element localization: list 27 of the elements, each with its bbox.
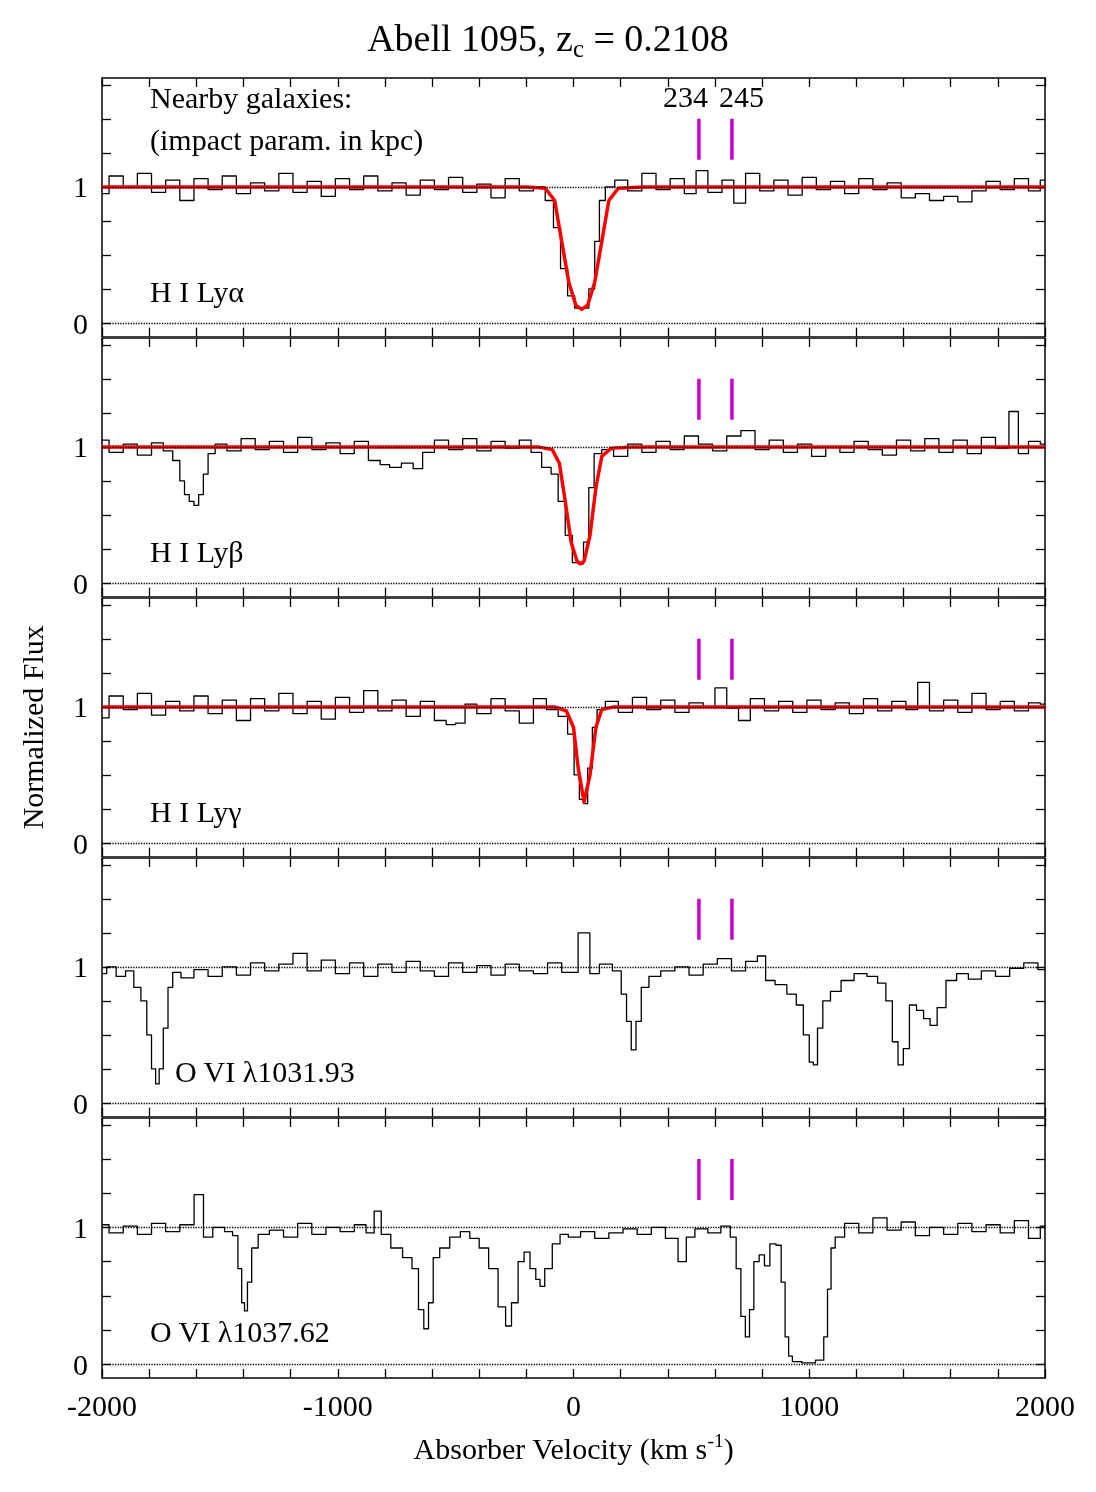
- annotation: (impact param. in kpc): [150, 122, 424, 157]
- y-tick-label: 1: [73, 690, 88, 724]
- x-tick-label: -1000: [302, 1388, 373, 1422]
- y-tick-label: 0: [73, 566, 88, 600]
- y-tick-label: 1: [73, 430, 88, 464]
- annotation: O VI λ1031.93: [174, 1054, 355, 1088]
- annotation: O VI λ1037.62: [150, 1314, 330, 1348]
- line-series: [100, 445, 1047, 566]
- y-tick-label: 0: [73, 826, 88, 860]
- annotation: H I Lyγ: [150, 794, 242, 828]
- y-tick-label: 0: [73, 1086, 88, 1120]
- annotation: H I Lyβ: [150, 534, 244, 568]
- y-tick-label: 1: [73, 1210, 88, 1244]
- annotation: 234: [662, 80, 708, 114]
- annotation: Nearby galaxies:: [150, 80, 353, 114]
- y-axis-title: Normalized Flux: [15, 625, 49, 830]
- y-tick-label: 1: [73, 170, 88, 204]
- x-tick-label: 0: [566, 1388, 581, 1422]
- x-tick-label: -2000: [67, 1388, 137, 1422]
- line-series: [100, 705, 1047, 804]
- annotation: H I Lyα: [150, 274, 245, 308]
- y-tick-label: 0: [73, 1347, 88, 1381]
- x-tick-label: 1000: [779, 1388, 840, 1422]
- y-tick-label: 0: [73, 306, 88, 340]
- x-tick-label: 2000: [1015, 1388, 1075, 1422]
- y-tick-label: 1: [73, 950, 88, 984]
- annotation: 245: [718, 80, 764, 114]
